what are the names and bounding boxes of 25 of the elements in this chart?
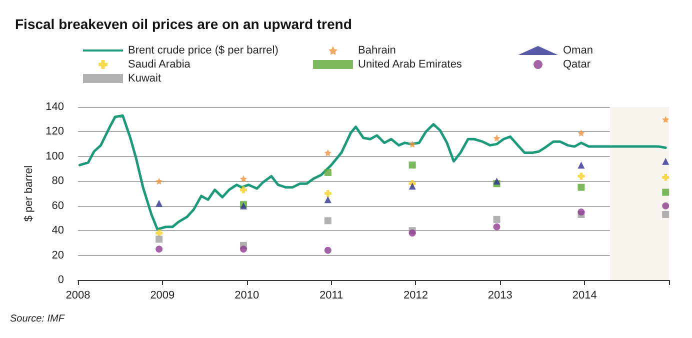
x-tick-label: 2014 bbox=[572, 290, 597, 302]
x-tick-label: 2008 bbox=[66, 290, 90, 302]
y-tick-label: 80 bbox=[52, 175, 64, 188]
y-tick-label: 0 bbox=[58, 274, 64, 286]
y-tick-label: 20 bbox=[52, 249, 64, 262]
y-tick-label: 100 bbox=[46, 150, 64, 162]
chart-title: Fiscal breakeven oil prices are on an upward trend bbox=[15, 16, 352, 32]
legend-label: Brent crude price ($ per barrel) bbox=[128, 44, 278, 56]
y-tick-label: 140 bbox=[46, 101, 64, 113]
legend-label: Kuwait bbox=[128, 72, 162, 84]
x-tick-label: 2010 bbox=[234, 290, 260, 302]
legend-label: Oman bbox=[563, 44, 593, 56]
y-axis-title: $ per barrel bbox=[23, 165, 36, 222]
y-tick-label: 60 bbox=[52, 200, 64, 212]
x-tick-label: 2009 bbox=[150, 290, 175, 302]
source-note: Source: IMF bbox=[10, 314, 66, 324]
x-tick-label: 2012 bbox=[403, 290, 428, 302]
legend-label: Qatar bbox=[563, 58, 591, 70]
y-tick-label: 120 bbox=[46, 126, 64, 138]
legend-label: Saudi Arabia bbox=[128, 58, 192, 70]
x-tick-label: 2011 bbox=[319, 290, 344, 302]
x-tick-label: 2013 bbox=[488, 290, 512, 302]
legend-label: Bahrain bbox=[358, 44, 396, 56]
y-tick-label: 40 bbox=[52, 224, 64, 237]
legend-label: United Arab Emirates bbox=[358, 58, 462, 70]
